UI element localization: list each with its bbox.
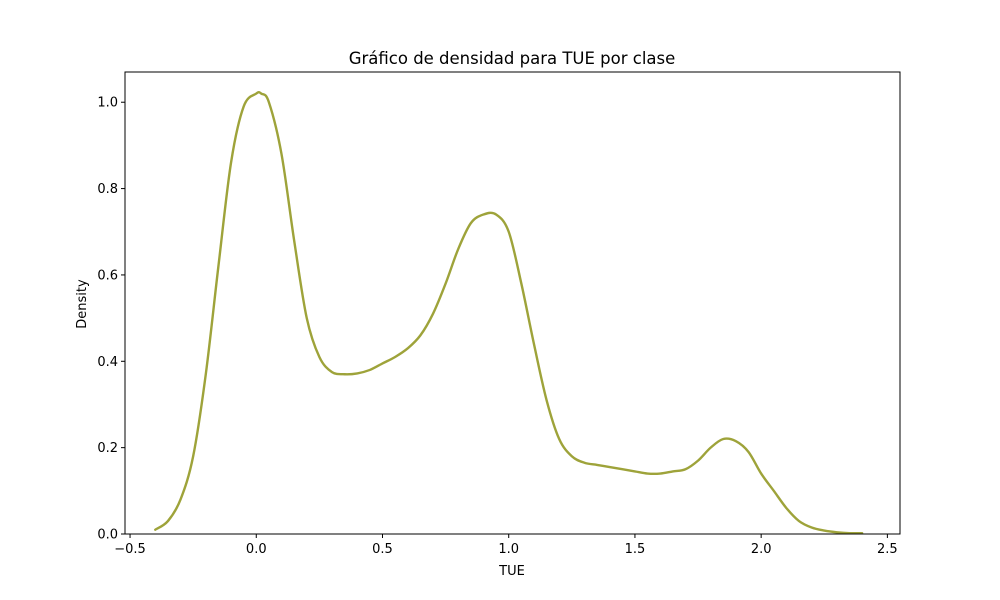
y-tick-label: 0.2 bbox=[97, 441, 118, 456]
x-tick-label: 1.5 bbox=[625, 542, 646, 557]
density-series-line-0 bbox=[154, 91, 864, 535]
x-tick-label: 2.0 bbox=[751, 542, 772, 557]
axes-frame bbox=[124, 71, 901, 535]
x-tick-label: 0.0 bbox=[246, 542, 267, 557]
y-tick-label: 0.0 bbox=[97, 528, 118, 543]
x-axis-label: TUE bbox=[498, 564, 525, 579]
y-axis-label: Density bbox=[75, 279, 90, 329]
plot-area: −0.5 0.0 0.5 1.0 1.5 2.0 2.50.00.20.40.60.81.0 bbox=[97, 71, 901, 557]
y-tick-label: 0.8 bbox=[97, 182, 118, 197]
y-tick-label: 1.0 bbox=[97, 96, 118, 111]
x-tick-label: −0.5 bbox=[114, 542, 146, 557]
x-tick-label: 2.5 bbox=[877, 542, 898, 557]
y-tick-label: 0.6 bbox=[97, 268, 118, 283]
x-tick-label: 0.5 bbox=[372, 542, 393, 557]
chart-title: Gráfico de densidad para TUE por clase bbox=[349, 49, 676, 68]
x-tick-label: 1.0 bbox=[498, 542, 519, 557]
y-tick-label: 0.4 bbox=[97, 355, 118, 370]
